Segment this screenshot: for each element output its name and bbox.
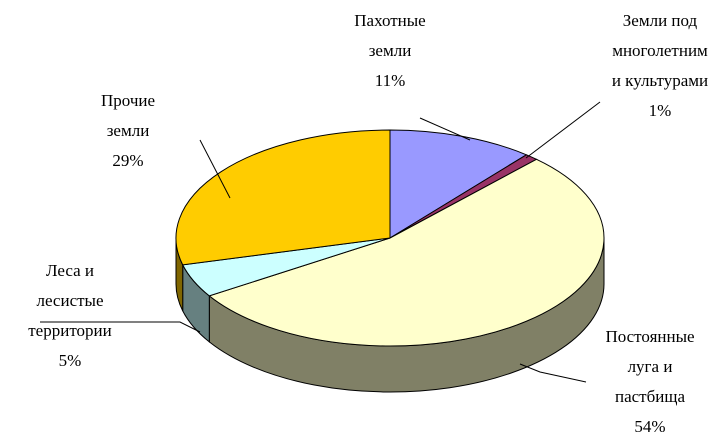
- slice-label: лесистые: [36, 291, 103, 310]
- value-label: 29%: [112, 151, 143, 170]
- value-label: 1%: [649, 101, 672, 120]
- leader-line: [199, 139, 231, 199]
- value-label: 54%: [634, 417, 665, 435]
- slice-label: Пахотные: [354, 11, 425, 30]
- leader-line: [419, 117, 471, 141]
- value-label: 5%: [59, 351, 82, 370]
- slice-label: и культурами: [612, 71, 708, 90]
- slice-label: земли: [107, 121, 150, 140]
- slice-label: многолетним: [612, 41, 708, 60]
- leader-line: [519, 363, 587, 383]
- slice-label: Прочие: [101, 91, 155, 110]
- slice-label: пастбища: [615, 387, 685, 406]
- leader-line: [525, 101, 601, 159]
- slice-label: земли: [369, 41, 412, 60]
- slice-label: Постоянные: [605, 327, 694, 346]
- slice-label: луга и: [628, 357, 673, 376]
- slice-label: территории: [28, 321, 111, 340]
- value-label: 11%: [375, 71, 406, 90]
- slice-label: Леса и: [46, 261, 94, 280]
- leader-line: [40, 321, 201, 333]
- pie-slice: [208, 158, 605, 347]
- slice-label: Земли под: [623, 11, 698, 30]
- pie-slice: [175, 129, 391, 266]
